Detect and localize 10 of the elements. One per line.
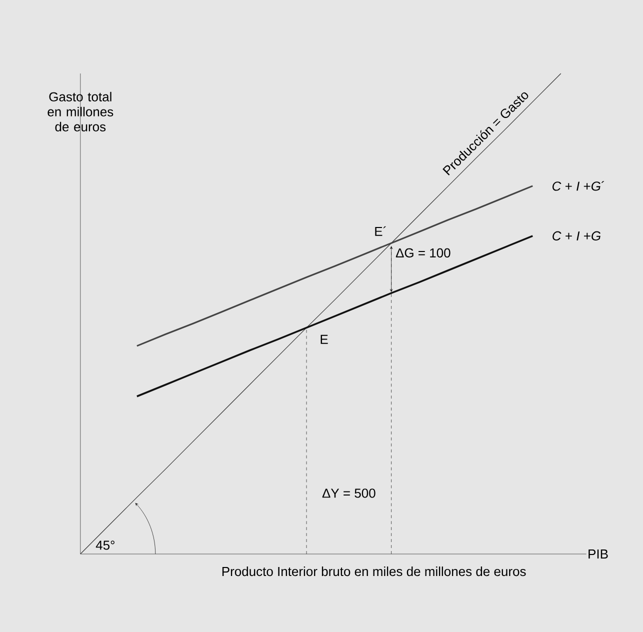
annotation: 45° (96, 540, 114, 550)
annotation: ΔY = 500 (322, 488, 376, 498)
annotation: E´ (375, 226, 386, 236)
series-label: C + I +G (552, 231, 601, 241)
annotation: E (320, 334, 328, 344)
series-label: C + I +G´ (552, 181, 604, 191)
y-axis-title: Gasto total en millones de euros (48, 92, 114, 132)
text: PIB (588, 550, 608, 558)
annotation: ΔG = 100 (396, 248, 450, 258)
x-axis-title: Producto Interior bruto en miles de millones de euros (222, 566, 526, 576)
